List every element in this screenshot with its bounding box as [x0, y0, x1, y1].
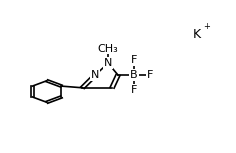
Text: B: B: [130, 70, 138, 80]
Text: +: +: [203, 22, 210, 31]
Text: K: K: [193, 28, 201, 41]
Text: CH₃: CH₃: [98, 43, 118, 54]
Text: N: N: [104, 58, 112, 68]
Text: F: F: [146, 70, 153, 80]
Text: F: F: [131, 55, 137, 65]
Text: F: F: [131, 85, 137, 95]
Text: N: N: [91, 70, 99, 80]
